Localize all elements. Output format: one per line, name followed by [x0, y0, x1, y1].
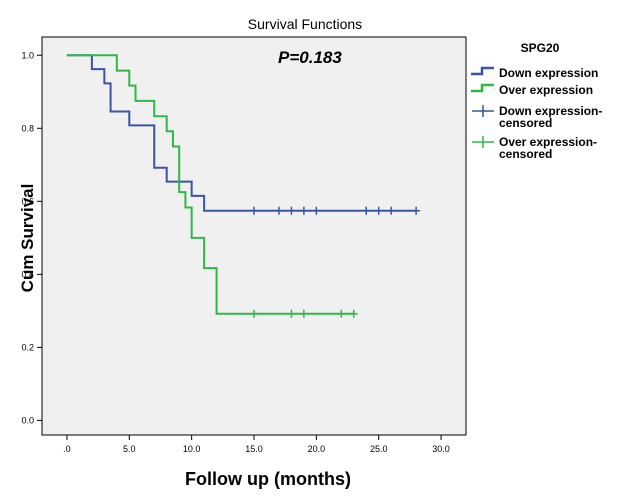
survival-curve-1 [66, 54, 417, 212]
x-tick-label: 5.0 [123, 444, 136, 454]
legend-label: Over expression [499, 83, 593, 97]
censor-mark [362, 206, 371, 215]
y-tick-label: 0.0 [21, 415, 34, 425]
x-axis-label: Follow up (months) [185, 469, 351, 489]
legend-label: Over expression- [499, 135, 597, 149]
censor-mark [299, 309, 308, 318]
legend-step-swatch [471, 83, 494, 93]
x-tick-label: 25.0 [370, 444, 388, 454]
x-tick-label: 10.0 [183, 444, 201, 454]
censor-mark [250, 206, 258, 215]
x-tick-label: 15.0 [245, 444, 263, 454]
y-tick-label: 0.6 [21, 196, 34, 206]
y-tick-label: 1.0 [21, 50, 34, 60]
legend-label-cont: censored [499, 147, 552, 161]
censor-mark [349, 309, 358, 318]
y-tick-label: 0.2 [21, 342, 34, 352]
series-layer [66, 54, 421, 318]
legend-label: Down expression [499, 66, 598, 80]
y-tick-label: 0.8 [21, 123, 34, 133]
legend-items: Down expression Over expression Down expre… [471, 66, 602, 161]
x-tick-label: 20.0 [308, 444, 326, 454]
y-axis-ticks: 0.0 0.2 0.4 0.6 0.8 1.0 [21, 50, 42, 425]
p-value-annotation: P=0.183 [278, 48, 342, 67]
legend-label: Down expression- [499, 104, 602, 118]
x-axis-ticks: .0 5.0 10.0 15.0 20.0 25.0 30.0 [63, 435, 450, 454]
survival-curve-2 [66, 54, 354, 315]
y-tick-label: 0.4 [21, 269, 34, 279]
censor-mark [412, 206, 421, 215]
plot-area [41, 36, 467, 436]
legend-step-swatch [471, 66, 494, 76]
censor-mark [387, 206, 396, 215]
legend-title: SPG20 [521, 41, 560, 55]
censor-mark [287, 206, 296, 215]
y-axis-label: Cum Survival [18, 184, 37, 293]
chart-title: Survival Functions [248, 16, 362, 32]
x-tick-label: 30.0 [432, 444, 450, 454]
legend-censor-swatch [472, 105, 494, 117]
legend-censor-swatch [472, 136, 494, 148]
x-tick-label: .0 [63, 444, 71, 454]
censor-mark [337, 309, 346, 318]
legend-label-cont: censored [499, 116, 552, 130]
censor-mark [312, 206, 321, 215]
censor-mark [374, 206, 383, 215]
censor-mark [299, 206, 308, 215]
censor-mark [274, 206, 283, 215]
censor-mark [287, 309, 296, 318]
censor-mark [250, 309, 258, 318]
